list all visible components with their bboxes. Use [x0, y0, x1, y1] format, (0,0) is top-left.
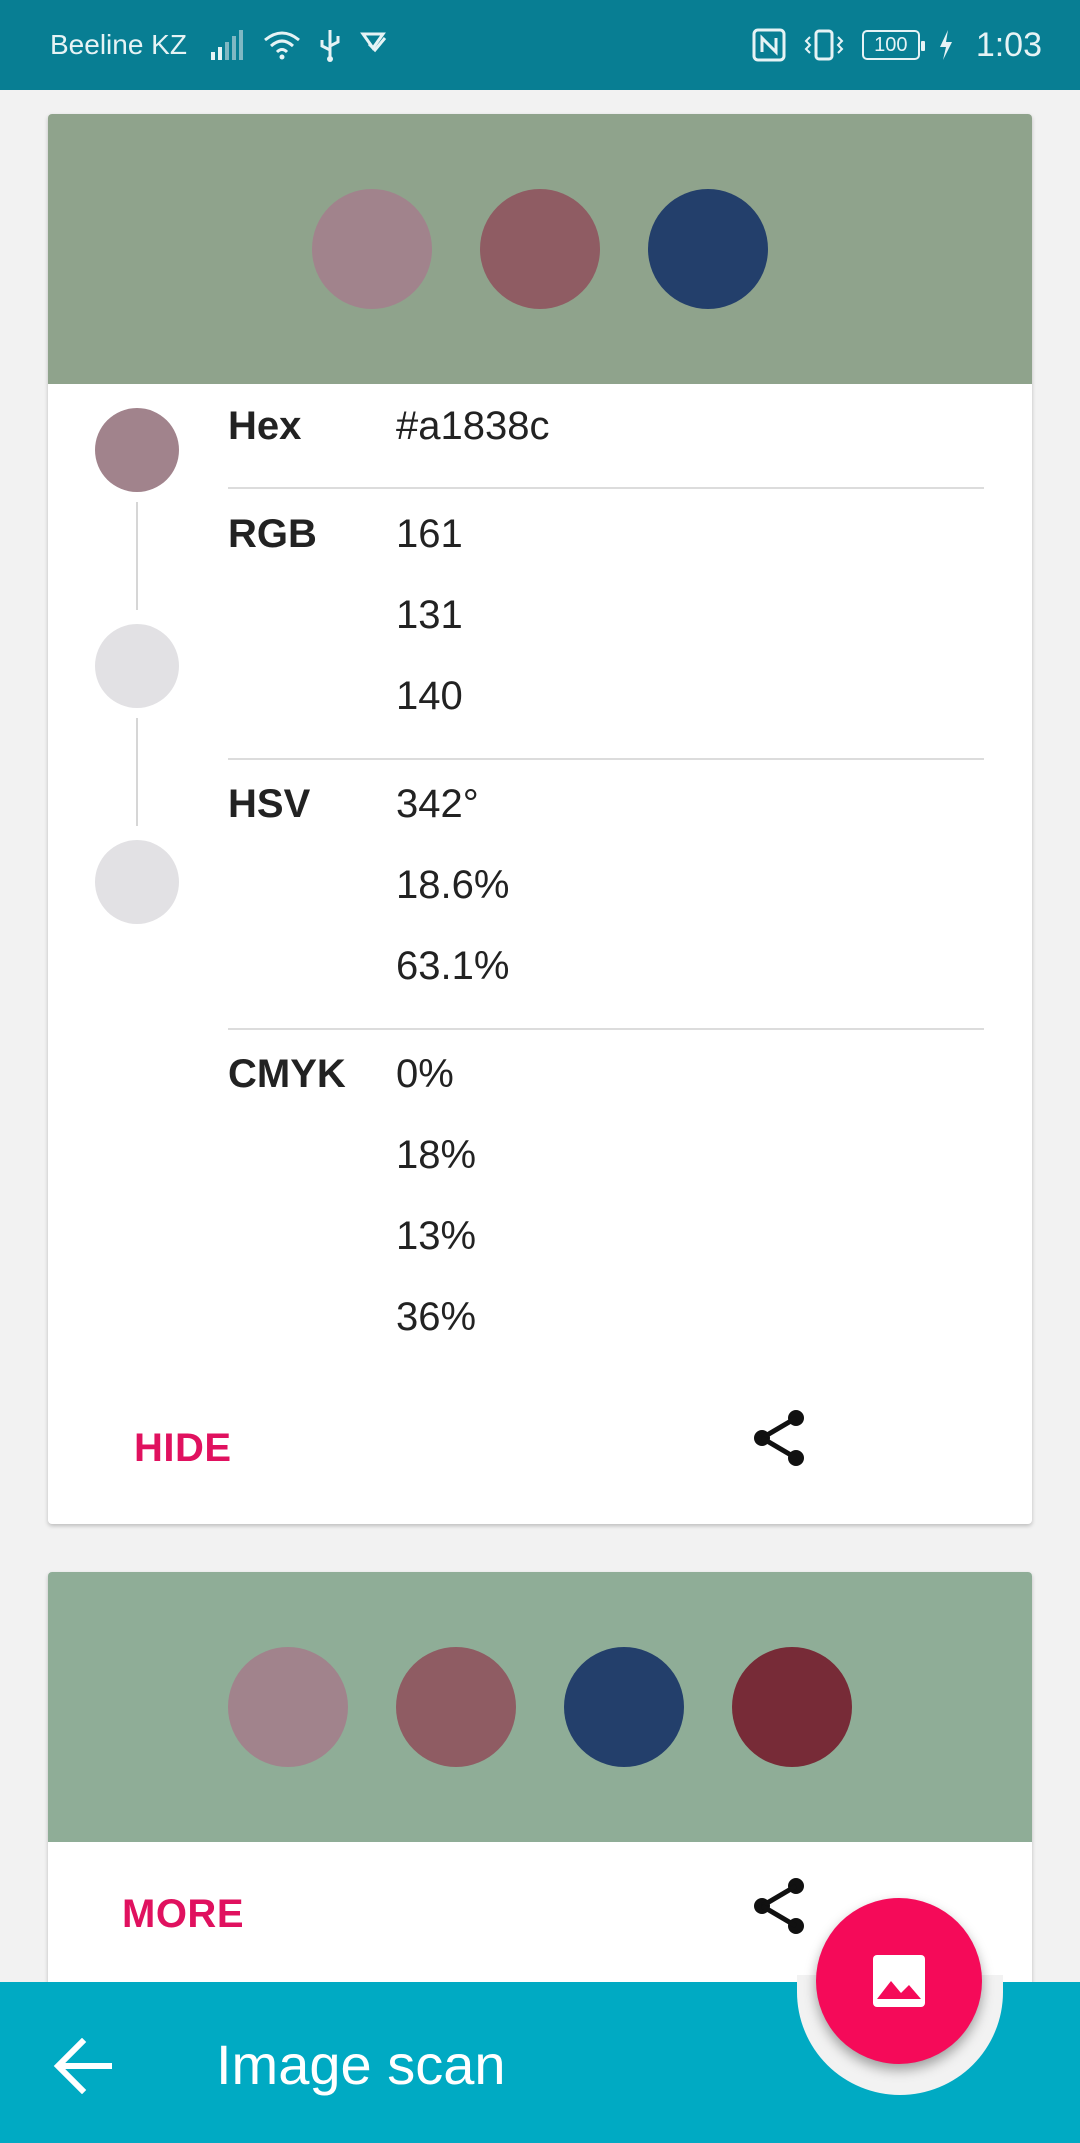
nfc-icon: [752, 28, 786, 62]
color-swatch[interactable]: [228, 1647, 348, 1767]
pick-image-fab[interactable]: [816, 1898, 982, 2064]
rgb-label: RGB: [228, 512, 317, 556]
clock: 1:03: [975, 25, 1042, 64]
stepper-dot[interactable]: [95, 840, 179, 924]
cmyk-cyan-value: 0%: [396, 1052, 454, 1096]
divider: [228, 758, 984, 760]
hex-label: Hex: [228, 404, 302, 448]
stepper-connector: [136, 718, 138, 826]
cmyk-row[interactable]: CMYK 0% 18% 13% 36%: [228, 1052, 984, 1342]
share-icon[interactable]: [748, 1406, 812, 1470]
vibrate-icon: [804, 29, 844, 61]
stepper-dot[interactable]: [95, 624, 179, 708]
swatch-band: [48, 1572, 1032, 1842]
hsv-hue-value: 342°: [396, 782, 479, 826]
swatch-band: [48, 114, 1032, 384]
signal-icon: [210, 30, 245, 60]
charging-icon: [938, 30, 954, 60]
color-details: Hex #a1838c RGB 161 131 140 HSV 342° 18.…: [48, 384, 1032, 1524]
usb-icon: [319, 28, 341, 62]
color-swatch[interactable]: [564, 1647, 684, 1767]
image-icon: [873, 1955, 925, 2007]
hsv-saturation-value: 18.6%: [396, 863, 510, 907]
screen-title: Image scan: [216, 2033, 506, 2096]
color-swatch[interactable]: [732, 1647, 852, 1767]
color-swatch[interactable]: [396, 1647, 516, 1767]
divider: [228, 1028, 984, 1030]
cmyk-yellow-value: 13%: [396, 1214, 477, 1258]
color-swatch[interactable]: [312, 189, 432, 309]
hex-value: #a1838c: [396, 404, 550, 448]
rgb-green-value: 131: [396, 593, 463, 637]
divider: [228, 487, 984, 489]
share-icon[interactable]: [748, 1874, 812, 1938]
palette-card-expanded: Hex #a1838c RGB 161 131 140 HSV 342° 18.…: [48, 114, 1032, 1524]
stepper-connector: [136, 502, 138, 610]
stepper-dot-selected[interactable]: [95, 408, 179, 492]
rgb-row[interactable]: RGB 161 131 140: [228, 512, 984, 718]
back-arrow-icon[interactable]: [52, 2038, 116, 2094]
cmyk-key-value: 36%: [396, 1295, 477, 1339]
cmyk-magenta-value: 18%: [396, 1133, 477, 1177]
hsv-row[interactable]: HSV 342° 18.6% 63.1%: [228, 782, 984, 988]
cmyk-label: CMYK: [228, 1052, 346, 1096]
download-icon: [359, 30, 387, 60]
hex-row[interactable]: Hex #a1838c: [228, 404, 984, 464]
more-button[interactable]: MORE: [122, 1892, 244, 1936]
wifi-icon: [263, 30, 301, 60]
rgb-blue-value: 140: [396, 674, 463, 718]
hsv-value-value: 63.1%: [396, 944, 510, 988]
rgb-red-value: 161: [396, 512, 463, 556]
color-swatch[interactable]: [480, 189, 600, 309]
carrier-name: Beeline KZ: [50, 29, 187, 60]
status-bar: Beeline KZ: [0, 0, 1080, 90]
color-swatch[interactable]: [648, 189, 768, 309]
hsv-label: HSV: [228, 782, 311, 826]
hide-button[interactable]: HIDE: [134, 1426, 232, 1470]
battery-icon: 100: [861, 30, 925, 60]
